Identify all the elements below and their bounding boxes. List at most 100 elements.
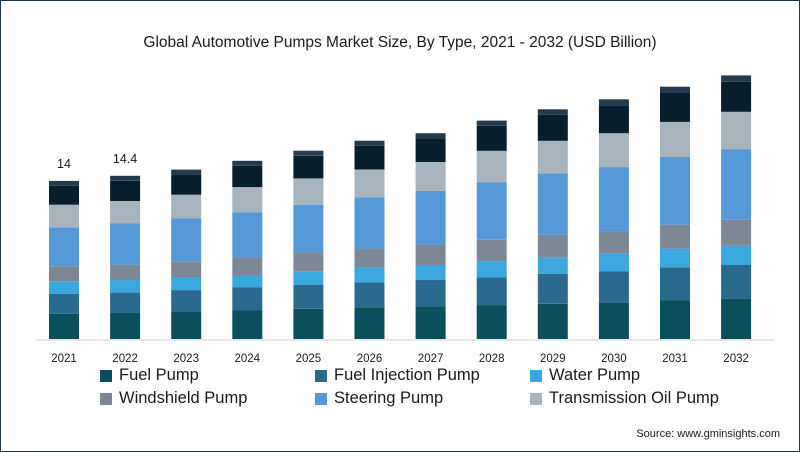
x-tick-label-2029: 2029 [540,353,566,365]
bar-segment-2029-s2 [537,257,568,274]
bar-segment-2025-s0 [293,308,324,339]
bar-segment-2028-s3 [476,239,507,262]
x-tick-label-2021: 2021 [51,353,77,365]
bar-segment-2024-s7 [232,160,263,166]
bar-segment-2025-s4 [293,204,324,253]
bar-segment-2029-s6 [537,114,568,141]
bar-segment-2031-s0 [660,300,690,339]
legend-label: Water Pump [549,366,641,384]
bar-segment-2032-s0 [721,298,752,339]
bar-segment-2021-s4 [49,227,79,267]
bar-segment-2024-s4 [232,212,263,258]
bar-segment-2026-s2 [354,267,385,283]
bar-segment-2022-s3 [110,265,141,281]
x-tick-label-2030: 2030 [601,353,627,365]
source-note: Source: www.gminsights.com [636,428,780,440]
bar-segment-2028-s2 [476,261,507,278]
bar-segment-2026-s5 [354,169,385,198]
bar-segment-2023-s1 [171,290,202,312]
bar-segment-2030-s6 [598,105,629,134]
bar-segment-2024-s0 [232,310,263,339]
bar-segment-2022-s0 [110,312,141,339]
legend-swatch [100,369,112,382]
bar-segment-2022-s4 [110,223,141,265]
legend-label: Fuel Injection Pump [334,366,480,384]
x-tick-label-2027: 2027 [418,353,444,365]
bar-segment-2027-s4 [415,190,446,245]
bar-segment-2031-s5 [660,121,690,157]
bar-segment-2032-s1 [721,265,752,299]
legend-label: Transmission Oil Pump [549,389,719,407]
bar-segment-2027-s6 [415,138,446,162]
bar-segment-2030-s1 [598,271,629,303]
bar-segment-2025-s3 [293,252,324,272]
bar-segment-2031-s4 [660,157,690,225]
bar-segment-2030-s5 [598,133,629,168]
bar-segment-2029-s4 [537,173,568,235]
legend-swatch [315,369,327,382]
bar-segment-2028-s6 [476,125,507,151]
x-tick-label-2028: 2028 [479,353,505,365]
bar-segment-2022-s2 [110,280,141,293]
bar-segment-2025-s5 [293,178,324,205]
bar-segment-2030-s7 [598,99,629,106]
x-tick-label-2026: 2026 [357,353,383,365]
bar-segment-2027-s7 [415,133,446,139]
bar-segment-2028-s4 [476,182,507,240]
bar-segment-2029-s0 [537,303,568,339]
bar-segment-2023-s4 [171,218,202,262]
bar-segment-2028-s0 [476,305,507,339]
x-tick-label-2031: 2031 [662,353,688,365]
bar-segment-2030-s3 [598,231,629,254]
legend-swatch [530,369,542,382]
x-tick-label-2032: 2032 [723,353,749,365]
bar-segment-2031-s3 [660,224,690,249]
bar-segment-2032-s7 [721,75,752,82]
bar-segment-2021-s5 [49,204,79,228]
legend-item: Windshield Pump [100,389,247,408]
bar-segment-2026-s0 [354,307,385,339]
bar-segment-2029-s1 [537,273,568,304]
bar-segment-2023-s7 [171,169,202,175]
bar-segment-2023-s2 [171,277,202,291]
legend-label: Steering Pump [334,389,444,407]
bar-segment-2025-s2 [293,271,324,285]
bar-segment-2025-s6 [293,155,324,179]
total-label-2021: 14 [57,157,71,171]
bar-segment-2026-s7 [354,140,385,146]
chart-title: Global Automotive Pumps Market Size, By … [143,34,657,51]
bar-segment-2022-s7 [110,175,141,181]
bar-segment-2027-s1 [415,280,446,307]
x-tick-labels: 2021 2022 2023 2024 2025 2026 2027 2028 2029 2030… [51,353,749,365]
bar-segment-2025-s7 [293,150,324,156]
bar-segment-2024-s1 [232,287,263,311]
legend-item: Water Pump [530,366,640,385]
bar-segment-2028-s7 [476,120,507,126]
bar-segment-2021-s6 [49,185,79,205]
bar-segment-2031-s1 [660,267,690,301]
bar-segment-2029-s5 [537,140,568,174]
legend-swatch [315,392,327,405]
legend-item: Fuel Pump [100,366,199,385]
bar-segment-2023-s3 [171,261,202,278]
bar-segment-2031-s2 [660,248,690,268]
bar-segment-2030-s2 [598,253,629,272]
bar-segment-2023-s5 [171,194,202,219]
legend-item: Fuel Injection Pump [315,366,480,385]
bar-segment-2022-s1 [110,292,141,313]
x-tick-label-2025: 2025 [296,353,322,365]
bar-segment-2024-s5 [232,187,263,213]
bar-segment-2031-s6 [660,93,690,122]
bar-segment-2026-s6 [354,145,385,170]
bar-segment-2027-s2 [415,265,446,281]
bar-segment-2030-s0 [598,302,629,339]
bar-segment-2030-s4 [598,167,629,232]
bars-group [49,75,752,339]
legend-swatch [530,392,542,405]
bar-segment-2032-s6 [721,81,752,112]
bar-segment-2031-s7 [660,86,690,93]
bar-segment-2024-s3 [232,257,263,275]
bar-segment-2021-s7 [49,180,79,186]
bar-segment-2032-s5 [721,111,752,150]
